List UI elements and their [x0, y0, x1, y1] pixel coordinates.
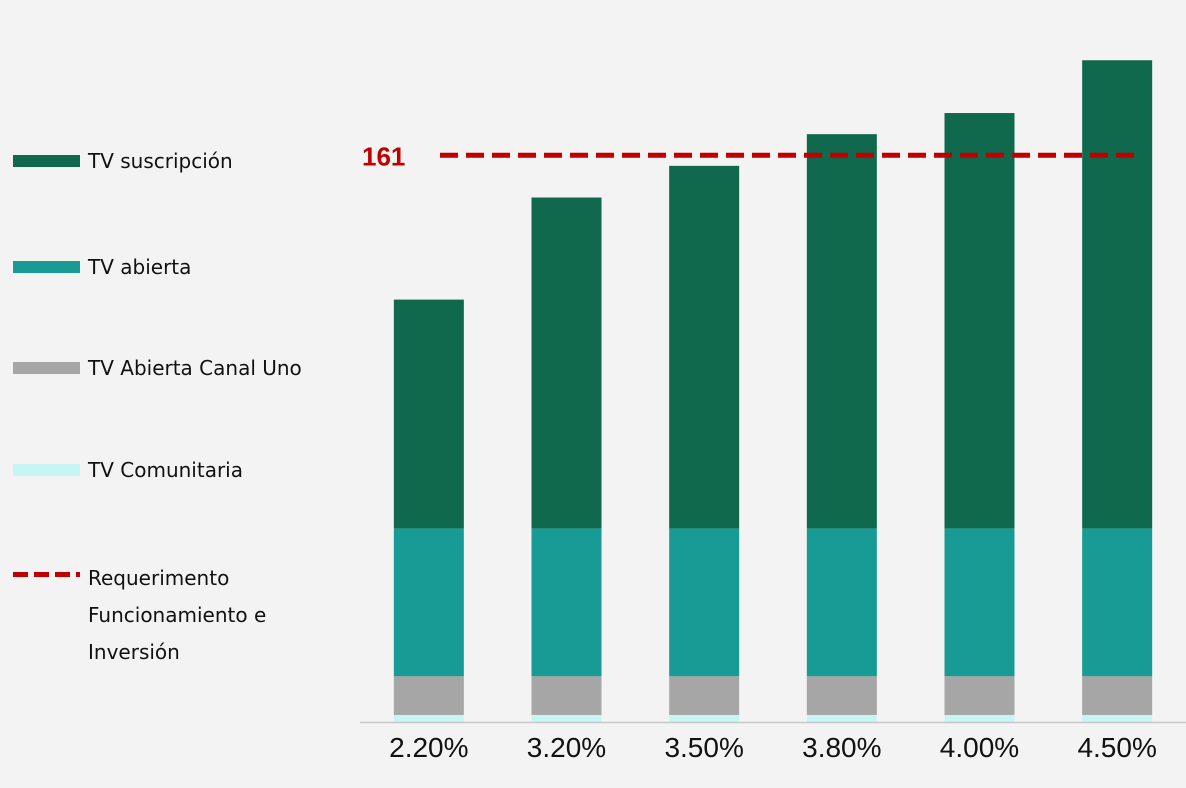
- reference-label: 161: [362, 141, 405, 171]
- bar-segment: [944, 676, 1015, 715]
- bar-segment: [669, 676, 740, 715]
- legend-label: TV abierta: [88, 255, 192, 279]
- bar-segment: [531, 676, 602, 715]
- x-tick-label: 3.50%: [664, 732, 743, 763]
- bar-segment: [944, 113, 1015, 529]
- bar-segment: [806, 528, 877, 677]
- legend-label: Requerimento Funcionamiento e Inversión: [88, 566, 267, 664]
- bar-segment: [1082, 714, 1153, 722]
- bar-segment: [1082, 60, 1153, 529]
- legend-swatch: [13, 155, 80, 167]
- bar-segment: [806, 134, 877, 529]
- bar-segment: [944, 528, 1015, 677]
- bar-segment: [393, 528, 464, 677]
- bar-segment: [1082, 528, 1153, 677]
- bar-segment: [393, 299, 464, 529]
- x-tick-label: 4.50%: [1077, 732, 1156, 763]
- bar-segment: [669, 714, 740, 722]
- bar-segment: [1082, 676, 1153, 715]
- bar-segment: [944, 714, 1015, 722]
- bar-segment: [531, 528, 602, 677]
- bar-segment: [806, 676, 877, 715]
- legend-label: TV Abierta Canal Uno: [88, 356, 302, 380]
- bar-segment: [393, 714, 464, 722]
- legend-swatch: [13, 362, 80, 374]
- bar-segment: [806, 714, 877, 722]
- bar-segment: [531, 197, 602, 529]
- bar-segment: [669, 528, 740, 677]
- x-tick-label: 3.20%: [527, 732, 606, 763]
- legend-label: TV suscripción: [88, 149, 233, 173]
- bar-segment: [393, 676, 464, 715]
- x-tick-label: 3.80%: [802, 732, 881, 763]
- legend-swatch: [13, 261, 80, 273]
- bar-segment: [531, 714, 602, 722]
- legend-swatch: [13, 572, 80, 577]
- x-tick-label: 2.20%: [389, 732, 468, 763]
- bar-segment: [669, 165, 740, 529]
- x-tick-label: 4.00%: [940, 732, 1019, 763]
- legend-swatch: [13, 464, 80, 476]
- legend-label: TV Comunitaria: [88, 458, 243, 482]
